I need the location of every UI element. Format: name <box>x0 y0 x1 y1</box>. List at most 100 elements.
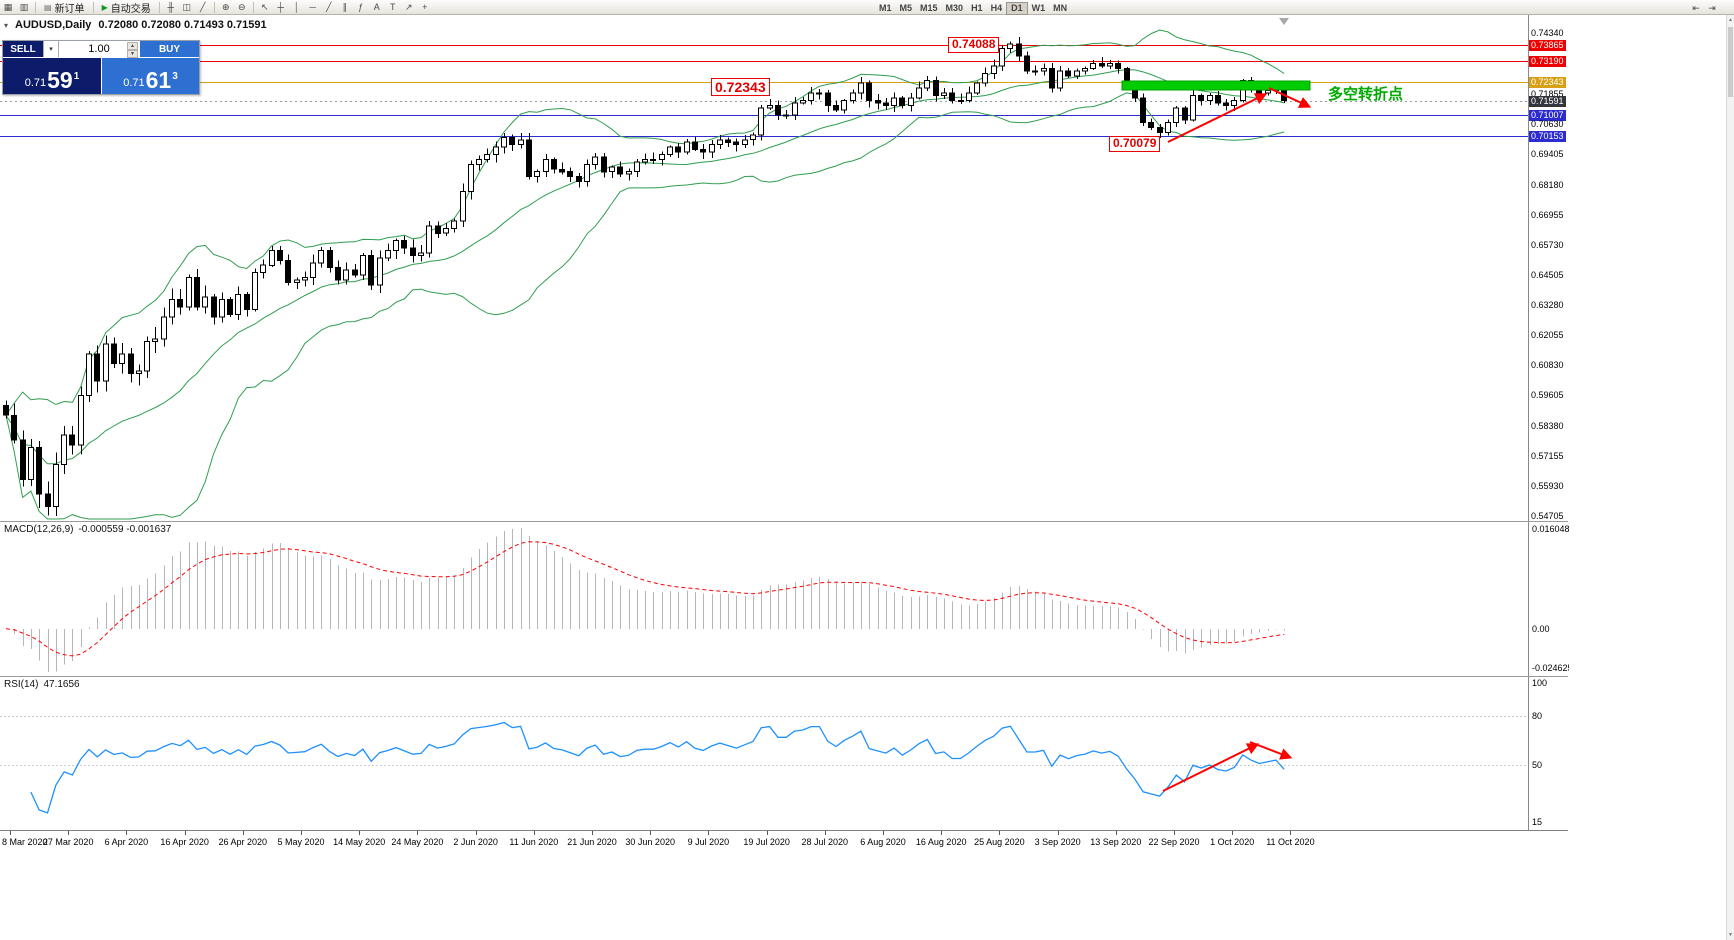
timeframe-m5-button[interactable]: M5 <box>899 3 913 13</box>
new-chart-icon[interactable]: ▦ <box>3 1 13 12</box>
label-icon[interactable]: T <box>389 2 396 12</box>
macd-axis[interactable]: 0.016048 0.00 -0.024625 <box>1528 522 1573 676</box>
candle <box>1082 67 1088 72</box>
order-type-dropdown[interactable]: ▾ <box>43 41 59 57</box>
vertical-scrollbar[interactable]: ▲ ▼ <box>1726 15 1734 940</box>
sell-price-button[interactable]: 0.71 59 1 <box>3 58 101 94</box>
scrollbar-thumb[interactable] <box>1728 27 1733 97</box>
time-axis-label: 24 May 2020 <box>391 837 444 847</box>
macd-canvas[interactable] <box>0 522 1528 676</box>
candle <box>1099 63 1105 67</box>
panel-separator[interactable] <box>0 676 1568 677</box>
time-axis-label: 8 Mar 2020 <box>2 837 48 847</box>
price-callout[interactable]: 0.72343 <box>711 78 770 97</box>
candle <box>534 171 540 178</box>
price-axis[interactable]: 0.74340 0.73865 0.73190 0.72343 0.71855 0.715… <box>1528 15 1568 521</box>
candle <box>825 92 831 106</box>
new-order-button[interactable]: ▤ 新订单 <box>39 1 90 15</box>
trend-arrow[interactable] <box>1268 87 1312 108</box>
add-indicator-icon[interactable]: + <box>422 2 428 12</box>
time-tick <box>185 831 186 835</box>
candle <box>1140 97 1146 124</box>
trendline-icon[interactable]: ╱ <box>326 1 332 12</box>
line-chart-icon[interactable]: ╱ <box>200 1 206 12</box>
candle <box>69 434 75 446</box>
rsi-axis[interactable]: 100 80 50 15 <box>1528 677 1568 830</box>
auto-trading-button[interactable]: ▶ 自动交易 <box>97 1 156 15</box>
candlestick-chart-icon[interactable]: ◫ <box>182 1 191 12</box>
cursor-icon[interactable]: ↖ <box>260 1 269 12</box>
scrollbar-down-icon[interactable]: ▼ <box>1728 932 1733 938</box>
time-axis-label: 21 Jun 2020 <box>567 837 617 847</box>
price-callout[interactable]: 0.70079 <box>1109 136 1161 152</box>
candle <box>1173 107 1179 124</box>
price-callout[interactable]: 0.74088 <box>948 37 1000 53</box>
timeframe-w1-button[interactable]: W1 <box>1031 3 1046 13</box>
candle <box>675 146 681 153</box>
rsi-axis-label: 100 <box>1532 678 1548 688</box>
time-axis-label: 19 Jul 2020 <box>743 837 790 847</box>
buy-price-button[interactable]: 0.71 61 3 <box>101 58 199 94</box>
candle <box>211 296 217 318</box>
time-axis[interactable]: 8 Mar 2020 27 Mar 2020 6 Apr 2020 16 Apr 20… <box>0 830 1568 852</box>
volume-stepper[interactable]: ▲ ▼ <box>127 42 138 58</box>
timeframe-m30-button[interactable]: M30 <box>945 3 964 13</box>
trend-arrow[interactable] <box>1162 743 1260 792</box>
sell-label-button[interactable]: SELL <box>3 41 43 57</box>
bar-chart-icon[interactable]: ╫ <box>167 2 174 12</box>
candle <box>443 227 449 234</box>
timeframe-h4-button[interactable]: H4 <box>990 3 1003 13</box>
arrow-tool-icon[interactable]: ↗ <box>404 1 413 12</box>
timeframe-h1-button[interactable]: H1 <box>971 3 983 13</box>
time-axis-label: 9 Jul 2020 <box>687 837 730 847</box>
time-tick <box>1174 831 1175 835</box>
candle <box>609 166 615 173</box>
crosshair-icon[interactable]: ┼ <box>277 2 284 12</box>
price-axis-label: 0.73190 <box>1529 56 1566 68</box>
candle <box>526 139 532 178</box>
panel-separator[interactable] <box>0 521 1568 522</box>
candle <box>1024 55 1030 72</box>
volume-input[interactable] <box>74 43 124 55</box>
candle <box>426 225 432 254</box>
macd-label: MACD(12,26,9) -0.000559 -0.001637 <box>4 524 171 535</box>
buy-label-button[interactable]: BUY <box>139 41 199 57</box>
candle <box>659 154 665 160</box>
main-chart-canvas[interactable] <box>0 15 1528 521</box>
timeframe-d1-button[interactable]: D1 <box>1006 2 1028 15</box>
time-tick <box>359 831 360 835</box>
horizontal-line-icon[interactable]: ─ <box>309 2 316 12</box>
oneclick-toggle-icon[interactable]: ▾ <box>4 20 9 30</box>
timeframe-mn-button[interactable]: MN <box>1053 3 1068 13</box>
candle <box>244 294 250 311</box>
candle <box>1007 43 1013 50</box>
chart-shift-toggle-icon[interactable]: ⇤ <box>1692 3 1700 13</box>
candle <box>36 446 42 495</box>
vertical-line-icon[interactable]: │ <box>293 2 300 12</box>
candle <box>318 250 324 264</box>
channel-icon[interactable]: ∥ <box>342 1 347 12</box>
auto-scroll-icon[interactable]: ⇥ <box>1708 3 1716 13</box>
trend-arrow[interactable] <box>1249 741 1293 760</box>
support-zone-rect[interactable] <box>1121 80 1311 91</box>
candle <box>899 97 905 106</box>
bollinger-lower-band <box>5 92 1285 520</box>
text-icon[interactable]: A <box>373 2 380 12</box>
timeframe-m15-button[interactable]: M15 <box>920 3 938 13</box>
timeframe-m1-button[interactable]: M1 <box>879 3 892 13</box>
profiles-icon[interactable]: ▥ <box>19 1 29 12</box>
candle <box>235 294 241 315</box>
trend-arrow[interactable] <box>1167 93 1268 143</box>
zoom-in-icon[interactable]: ⊕ <box>221 1 230 12</box>
time-axis-label: 16 Apr 2020 <box>160 837 209 847</box>
chart-shift-marker[interactable] <box>1279 18 1289 25</box>
time-tick <box>767 831 768 835</box>
scrollbar-up-icon[interactable]: ▲ <box>1728 17 1733 23</box>
candle <box>592 156 598 165</box>
fibonacci-icon[interactable]: ƒ <box>358 2 364 12</box>
candle <box>1190 95 1196 121</box>
price-axis-label: 0.63280 <box>1531 300 1564 311</box>
zoom-out-icon[interactable]: ⊖ <box>237 1 246 12</box>
rsi-canvas[interactable] <box>0 677 1528 830</box>
annotation-text[interactable]: 多空转折点 <box>1328 86 1404 103</box>
